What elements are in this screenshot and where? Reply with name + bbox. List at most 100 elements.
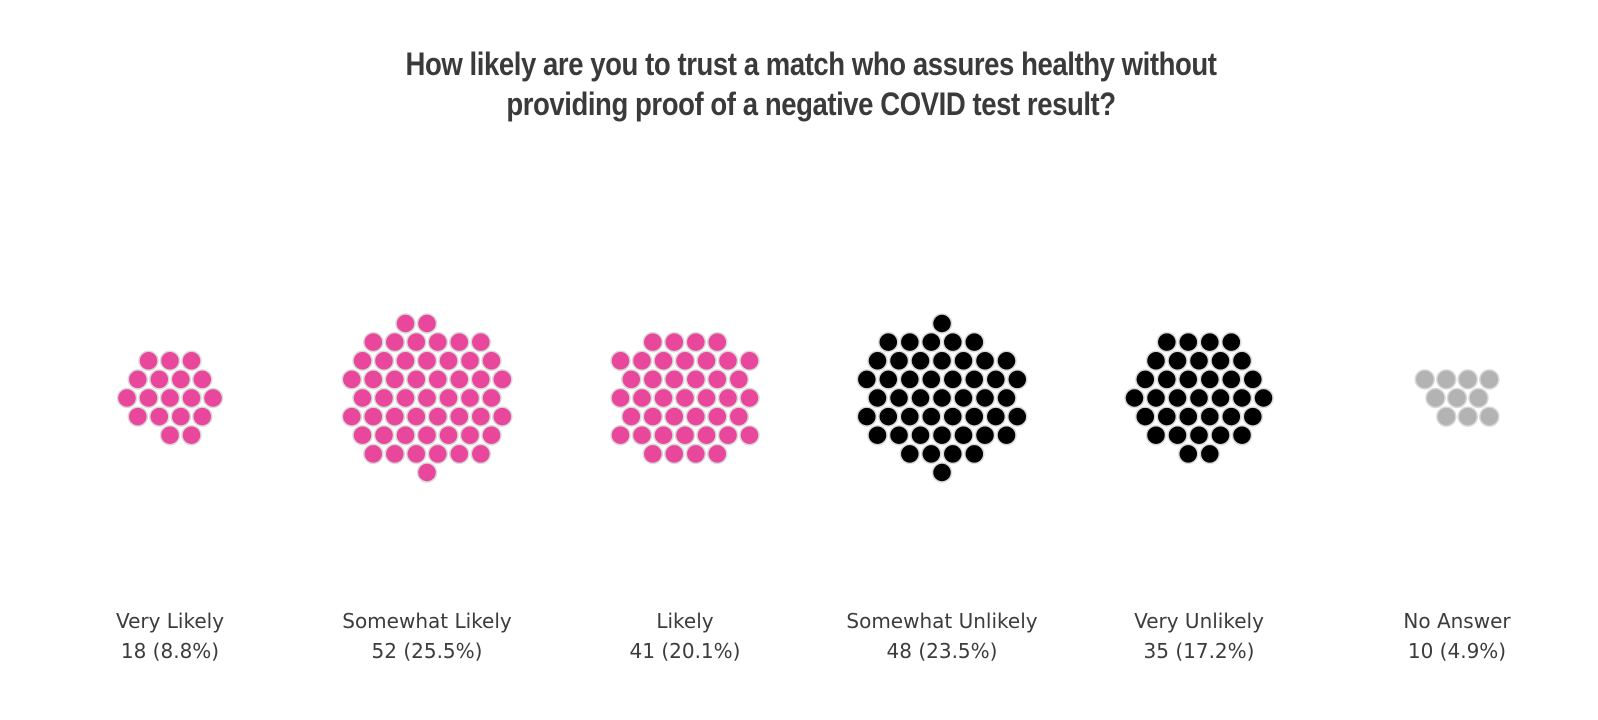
dot xyxy=(1178,331,1199,353)
dot xyxy=(1167,350,1188,372)
dot xyxy=(1156,331,1178,353)
dot xyxy=(707,443,728,465)
dot xyxy=(985,369,1007,390)
cluster-very-likely xyxy=(116,350,224,446)
dot xyxy=(202,387,224,409)
dot xyxy=(159,387,181,409)
dot xyxy=(1145,350,1167,372)
dot xyxy=(449,369,470,390)
dot xyxy=(1210,424,1231,446)
dot xyxy=(653,424,674,446)
dot xyxy=(459,350,481,372)
dot xyxy=(416,313,438,334)
dot xyxy=(416,424,438,446)
dot xyxy=(416,462,438,483)
dot xyxy=(653,387,674,409)
dot xyxy=(363,406,384,427)
dot xyxy=(1457,406,1479,427)
dot xyxy=(642,443,664,465)
dot xyxy=(888,350,910,372)
dot xyxy=(899,443,921,465)
dot xyxy=(127,369,149,390)
dot xyxy=(878,406,899,427)
dot xyxy=(1446,387,1468,409)
dot xyxy=(1178,406,1199,427)
cluster-very-unlikely xyxy=(1124,331,1274,465)
dot xyxy=(1135,406,1156,427)
dot xyxy=(1167,387,1188,409)
dot xyxy=(406,443,427,465)
dot xyxy=(631,350,653,372)
dot xyxy=(610,387,631,409)
dot xyxy=(674,387,696,409)
category-count-label: 52 (25.5%) xyxy=(372,639,483,663)
dot xyxy=(921,406,942,427)
dot xyxy=(974,387,996,409)
dot xyxy=(449,331,470,353)
dot xyxy=(181,387,202,409)
cluster-likely xyxy=(610,331,760,465)
dot xyxy=(438,424,459,446)
dot xyxy=(696,387,717,409)
dot xyxy=(921,369,942,390)
dot xyxy=(492,406,513,427)
dot xyxy=(406,406,427,427)
dot xyxy=(685,406,707,427)
dot xyxy=(459,387,481,409)
dot xyxy=(1135,369,1156,390)
dot xyxy=(384,406,406,427)
dot xyxy=(696,424,717,446)
dot xyxy=(728,369,750,390)
dot xyxy=(728,406,750,427)
dot xyxy=(642,331,664,353)
category-label: Somewhat Likely xyxy=(342,609,512,633)
dot xyxy=(159,424,181,446)
dot xyxy=(1253,387,1274,409)
dot xyxy=(116,387,138,409)
category-count-label: 18 (8.8%) xyxy=(121,639,219,663)
dot xyxy=(931,462,953,483)
dot xyxy=(964,406,985,427)
dot xyxy=(1178,443,1199,465)
dot xyxy=(170,369,192,390)
dot xyxy=(739,350,760,372)
dot xyxy=(352,350,373,372)
dot xyxy=(1425,387,1446,409)
dot xyxy=(1124,387,1145,409)
dot xyxy=(492,369,513,390)
dot xyxy=(942,406,964,427)
dot xyxy=(1457,369,1479,390)
dot xyxy=(621,406,642,427)
category-label: Very Likely xyxy=(116,609,224,633)
dot xyxy=(878,369,899,390)
dot xyxy=(470,369,492,390)
dot xyxy=(384,331,406,353)
category-label: No Answer xyxy=(1403,609,1511,633)
category-count-label: 48 (23.5%) xyxy=(887,639,998,663)
dot xyxy=(931,387,953,409)
category-label: Very Unlikely xyxy=(1134,609,1264,633)
dot xyxy=(674,424,696,446)
dot xyxy=(1199,443,1221,465)
dot xyxy=(921,331,942,353)
dot xyxy=(1210,387,1231,409)
dot xyxy=(899,331,921,353)
dot xyxy=(996,387,1017,409)
dot xyxy=(470,406,492,427)
dot xyxy=(363,443,384,465)
dot xyxy=(481,350,502,372)
dot xyxy=(942,443,964,465)
dot xyxy=(1199,369,1221,390)
chart-title: How likely are you to trust a match who … xyxy=(114,44,1509,124)
dot xyxy=(470,443,492,465)
dot xyxy=(1145,424,1167,446)
dot xyxy=(996,350,1017,372)
dot xyxy=(717,424,739,446)
dot xyxy=(1156,369,1178,390)
dot xyxy=(1231,424,1253,446)
dot xyxy=(416,387,438,409)
cluster-somewhat-unlikely xyxy=(856,313,1028,483)
dot xyxy=(363,331,384,353)
dot xyxy=(707,406,728,427)
